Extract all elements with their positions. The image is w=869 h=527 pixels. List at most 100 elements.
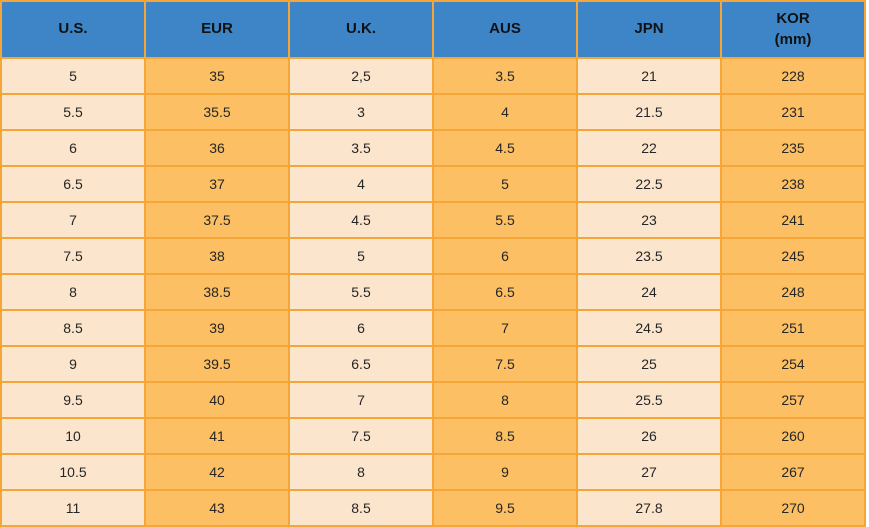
table-cell: 35: [144, 57, 290, 95]
table-cell: 6.5: [432, 273, 578, 311]
table-cell: 24.5: [576, 309, 722, 347]
table-cell: 4: [432, 93, 578, 131]
table-cell: 23: [576, 201, 722, 239]
table-row: 5.5 35.5 3 4 21.5 231: [0, 93, 866, 131]
table-cell: 10.5: [0, 453, 146, 491]
table-row: 7 37.5 4.5 5.5 23 241: [0, 201, 866, 239]
table-cell: 238: [720, 165, 866, 203]
table-cell: 3.5: [432, 57, 578, 95]
table-cell: 9.5: [432, 489, 578, 527]
table-row: 10 41 7.5 8.5 26 260: [0, 417, 866, 455]
header-row: U.S. EUR U.K. AUS JPN: [0, 0, 866, 59]
table-cell: 42: [144, 453, 290, 491]
table-cell: 21: [576, 57, 722, 95]
table-row: 5 35 2,5 3.5 21 228: [0, 57, 866, 95]
column-header-eur: EUR: [144, 0, 290, 59]
table-cell: 7: [288, 381, 434, 419]
table-cell: 4: [288, 165, 434, 203]
table-row: 11 43 8.5 9.5 27.8 270: [0, 489, 866, 527]
table-cell: 8.5: [288, 489, 434, 527]
table-cell: 8: [288, 453, 434, 491]
table-row: 9 39.5 6.5 7.5 25 254: [0, 345, 866, 383]
table-row: 6 36 3.5 4.5 22 235: [0, 129, 866, 167]
table-cell: 21.5: [576, 93, 722, 131]
table-cell: 27.8: [576, 489, 722, 527]
table-cell: 41: [144, 417, 290, 455]
table-cell: 7.5: [0, 237, 146, 275]
table-cell: 6: [432, 237, 578, 275]
column-header-label: AUS: [489, 20, 521, 38]
table-cell: 38: [144, 237, 290, 275]
table-cell: 248: [720, 273, 866, 311]
column-header-kor: KOR (mm): [720, 0, 866, 59]
table-cell: 5.5: [0, 93, 146, 131]
table-cell: 9.5: [0, 381, 146, 419]
table-cell: 22: [576, 129, 722, 167]
table-row: 8 38.5 5.5 6.5 24 248: [0, 273, 866, 311]
table-cell: 6: [288, 309, 434, 347]
column-header-label: EUR: [201, 20, 233, 38]
table-cell: 22.5: [576, 165, 722, 203]
table-row: 8.5 39 6 7 24.5 251: [0, 309, 866, 347]
table-row: 6.5 37 4 5 22.5 238: [0, 165, 866, 203]
table-row: 9.5 40 7 8 25.5 257: [0, 381, 866, 419]
table-cell: 23.5: [576, 237, 722, 275]
table-cell: 7.5: [432, 345, 578, 383]
table-cell: 8: [0, 273, 146, 311]
column-header-label: U.K.: [346, 20, 376, 38]
table-cell: 235: [720, 129, 866, 167]
table-cell: 5: [288, 237, 434, 275]
table-cell: 7.5: [288, 417, 434, 455]
table-cell: 38.5: [144, 273, 290, 311]
table-cell: 26: [576, 417, 722, 455]
table-cell: 5.5: [288, 273, 434, 311]
table-cell: 260: [720, 417, 866, 455]
table-cell: 257: [720, 381, 866, 419]
column-header-label: U.S.: [58, 20, 88, 38]
column-header-aus: AUS: [432, 0, 578, 59]
table-cell: 10: [0, 417, 146, 455]
table-cell: 251: [720, 309, 866, 347]
table-cell: 4.5: [288, 201, 434, 239]
table-body: 5 35 2,5 3.5 21 228 5.5 35.5 3 4 21.5 231 6 36 3.5 4.5 2…: [0, 57, 866, 527]
table-cell: 267: [720, 453, 866, 491]
table-cell: 25.5: [576, 381, 722, 419]
table-cell: 6: [0, 129, 146, 167]
table-cell: 8.5: [0, 309, 146, 347]
table-row: 10.5 42 8 9 27 267: [0, 453, 866, 491]
table-cell: 231: [720, 93, 866, 131]
column-header-label: KOR: [776, 10, 810, 28]
table-cell: 36: [144, 129, 290, 167]
table-cell: 2,5: [288, 57, 434, 95]
table-row: 7.5 38 5 6 23.5 245: [0, 237, 866, 275]
column-header-sublabel: (mm): [774, 30, 812, 48]
table-cell: 3.5: [288, 129, 434, 167]
table-cell: 270: [720, 489, 866, 527]
table-cell: 4.5: [432, 129, 578, 167]
table-cell: 5: [0, 57, 146, 95]
table-cell: 5: [432, 165, 578, 203]
table-header: U.S. EUR U.K. AUS JPN: [0, 0, 866, 59]
table-cell: 241: [720, 201, 866, 239]
table-cell: 43: [144, 489, 290, 527]
table-cell: 254: [720, 345, 866, 383]
table-cell: 40: [144, 381, 290, 419]
table-cell: 8.5: [432, 417, 578, 455]
column-header-jpn: JPN: [576, 0, 722, 59]
table-cell: 25: [576, 345, 722, 383]
table-cell: 37: [144, 165, 290, 203]
table-cell: 3: [288, 93, 434, 131]
table-cell: 7: [0, 201, 146, 239]
table-cell: 245: [720, 237, 866, 275]
column-header-uk: U.K.: [288, 0, 434, 59]
table-cell: 5.5: [432, 201, 578, 239]
column-header-us: U.S.: [0, 0, 146, 59]
table-cell: 6.5: [288, 345, 434, 383]
table-cell: 6.5: [0, 165, 146, 203]
table-cell: 9: [432, 453, 578, 491]
table-cell: 11: [0, 489, 146, 527]
table-cell: 35.5: [144, 93, 290, 131]
table-cell: 228: [720, 57, 866, 95]
